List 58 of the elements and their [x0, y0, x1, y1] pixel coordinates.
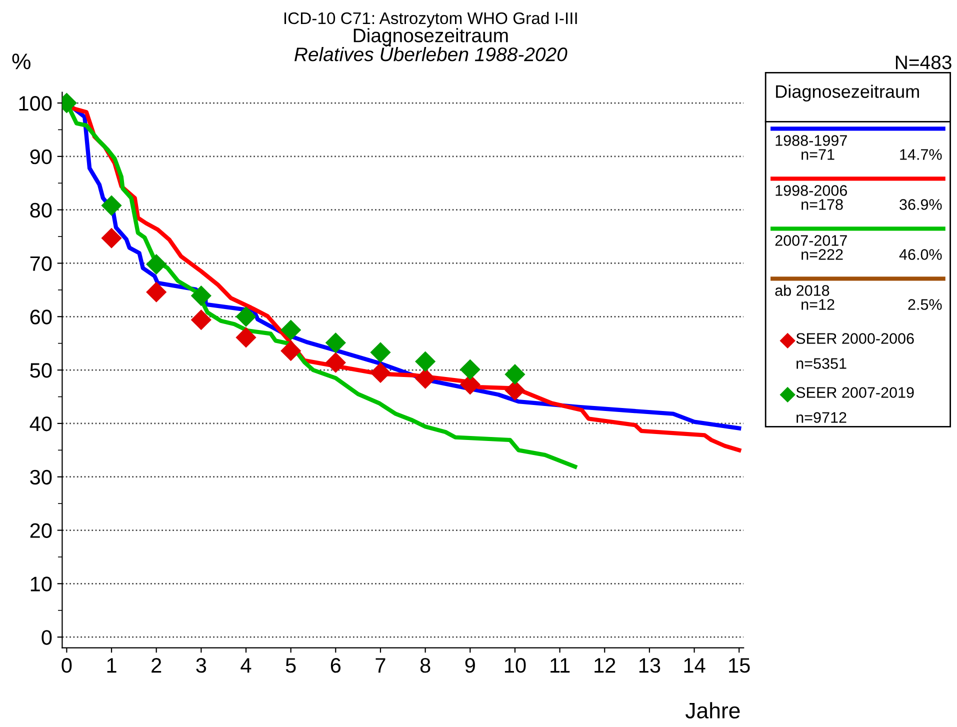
x-tick-label: 8 [420, 658, 430, 673]
point [236, 306, 256, 327]
text: N=483 [896, 55, 952, 70]
point [280, 320, 302, 340]
point [101, 228, 122, 248]
legend-label: SEER 2000-2006 n=5351 [796, 333, 914, 369]
y-tick-label: 60 [30, 310, 52, 324]
y-tick-label: 50 [30, 363, 52, 378]
x-tick-label: 2 [152, 658, 162, 673]
x-tick-label: 4 [240, 658, 252, 673]
x-tick-label: 13 [639, 658, 660, 673]
point [101, 195, 122, 216]
x-tick-label: 14 [684, 658, 706, 673]
x-tick-label: 9 [465, 658, 475, 673]
y-tick-label: 10 [30, 576, 52, 592]
point [415, 368, 436, 389]
text: 1988-1997 n=71 14.7% [776, 135, 942, 160]
point [504, 364, 526, 385]
text: ab 2018 n=12 2.5% [775, 284, 942, 310]
x-tick-label: 6 [330, 658, 341, 673]
y-axis-title: % [12, 54, 30, 70]
x-axis-title: Jahre [685, 702, 740, 718]
legend-label: SEER 2007-2019 n=9712 [796, 387, 914, 423]
x-tick-label: 5 [286, 658, 296, 673]
point [415, 351, 436, 372]
point [146, 254, 167, 275]
y-tick-label: 40 [30, 416, 52, 432]
x-tick-label: 15 [729, 658, 750, 673]
y-tick-label: 30 [30, 470, 52, 485]
x-tick-label: 1 [107, 658, 116, 673]
point [460, 359, 480, 380]
point [325, 332, 346, 354]
point [370, 362, 391, 384]
x-tick-label: 7 [376, 658, 386, 673]
y-tick-label: 70 [30, 256, 52, 271]
x-tick-label: 0 [62, 658, 72, 673]
text: 2007-2017 n=222 46.0% [775, 235, 942, 260]
point [190, 310, 212, 330]
y-tick-label: 0 [42, 630, 52, 645]
point [370, 342, 391, 363]
x-tick-label: 10 [504, 658, 526, 673]
x-tick-label: 3 [196, 658, 206, 673]
x-tick-label: 11 [550, 658, 570, 673]
point [190, 286, 212, 306]
y-tick-label: 100 [19, 96, 52, 111]
text: 1998-2006 n=178 36.9% [776, 185, 942, 210]
point [146, 282, 167, 302]
y-tick-label: 80 [30, 202, 52, 218]
point [280, 340, 302, 362]
y-tick-label: 90 [30, 149, 52, 164]
legend-title: Diagnosezeitraum [776, 84, 919, 102]
point [504, 380, 526, 401]
point [236, 327, 256, 348]
chart-title: ICD-10 C71: Astrozytom WHO Grad I-III [284, 12, 577, 28]
y-tick-label: 20 [30, 523, 52, 538]
point [325, 352, 346, 373]
chart-subtitle: Diagnosezeitraum Relatives Überleben 1988-2020 [294, 28, 568, 62]
x-tick-label: 12 [594, 658, 616, 673]
